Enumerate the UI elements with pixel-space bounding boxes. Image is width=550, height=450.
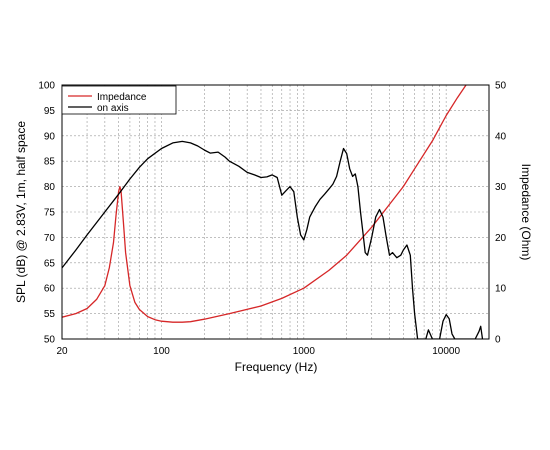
- y-tick-label: 80: [44, 182, 56, 193]
- y-tick-label: 50: [44, 335, 56, 346]
- x-tick-label: 20: [56, 346, 68, 357]
- y-tick-label: 90: [44, 131, 56, 142]
- x-tick-label: 10000: [432, 346, 460, 357]
- y-tick-label: 65: [44, 258, 56, 269]
- y-axis-title: SPL (dB) @ 2.83V, 1m, half space: [14, 121, 28, 303]
- y-tick-label: 60: [44, 284, 56, 295]
- y2-tick-label: 50: [495, 81, 507, 92]
- y-tick-label: 75: [44, 208, 56, 219]
- x-tick-label: 1000: [293, 346, 316, 357]
- legend-label-on-axis: on axis: [97, 103, 129, 114]
- y-tick-label: 55: [44, 309, 56, 320]
- x-axis-title: Frequency (Hz): [235, 360, 318, 374]
- legend-box: [61, 85, 177, 115]
- grid-lines: [62, 85, 489, 339]
- y-tick-label: 100: [38, 81, 55, 92]
- x-tick-label: 100: [153, 346, 170, 357]
- y2-axis-title: Impedance (Ohm): [519, 164, 533, 261]
- series-line-impedance: [62, 85, 467, 323]
- y2-tick-label: 30: [495, 182, 507, 193]
- y2-tick-label: 20: [495, 233, 507, 244]
- legend-label-impedance: Impedance: [97, 92, 147, 103]
- series-line-on-axis: [62, 140, 484, 339]
- y2-tick-label: 10: [495, 284, 507, 295]
- plot-frame: [61, 84, 490, 340]
- y-tick-label: 95: [44, 106, 56, 117]
- y2-tick-label: 0: [495, 335, 501, 346]
- legend: Impedance on axis: [61, 85, 177, 115]
- y-tick-label: 85: [44, 157, 56, 168]
- y2-tick-label: 40: [495, 131, 507, 142]
- tick-labels: 20 100 1000 1000050556065707580859095100010…: [38, 81, 506, 358]
- series-layer: [62, 85, 484, 339]
- y-tick-label: 70: [44, 233, 56, 244]
